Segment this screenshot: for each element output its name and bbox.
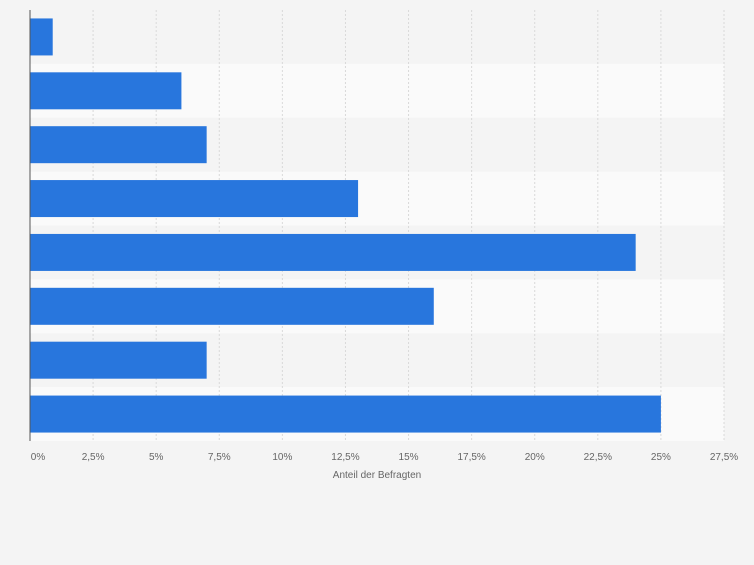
bar[interactable] <box>30 287 434 325</box>
x-tick-label: 7,5% <box>208 452 231 463</box>
bars <box>30 18 661 433</box>
x-tick-label: 22,5% <box>584 452 612 463</box>
x-tick-labels: 0% 2,5% 5% 7,5% 10% 12,5% 15% 17,5% 20% 22,5% 25% 2… <box>31 452 739 463</box>
bar[interactable] <box>30 180 359 218</box>
bar[interactable] <box>30 126 207 164</box>
x-tick-label: 0% <box>31 452 46 463</box>
x-tick-label: 20% <box>525 452 545 463</box>
x-tick-label: 12,5% <box>331 452 359 463</box>
x-tick-label: 5% <box>149 452 164 463</box>
bar[interactable] <box>30 72 182 110</box>
bar[interactable] <box>30 233 636 271</box>
bar[interactable] <box>30 341 207 379</box>
x-axis-label: Anteil der Befragten <box>333 470 421 481</box>
x-tick-label: 27,5% <box>710 452 738 463</box>
x-tick-label: 15% <box>399 452 419 463</box>
x-tick-label: 10% <box>272 452 292 463</box>
x-tick-label: 25% <box>651 452 671 463</box>
bar[interactable] <box>30 18 53 56</box>
x-tick-label: 17,5% <box>457 452 485 463</box>
bar[interactable] <box>30 395 661 433</box>
x-tick-label: 2,5% <box>82 452 105 463</box>
